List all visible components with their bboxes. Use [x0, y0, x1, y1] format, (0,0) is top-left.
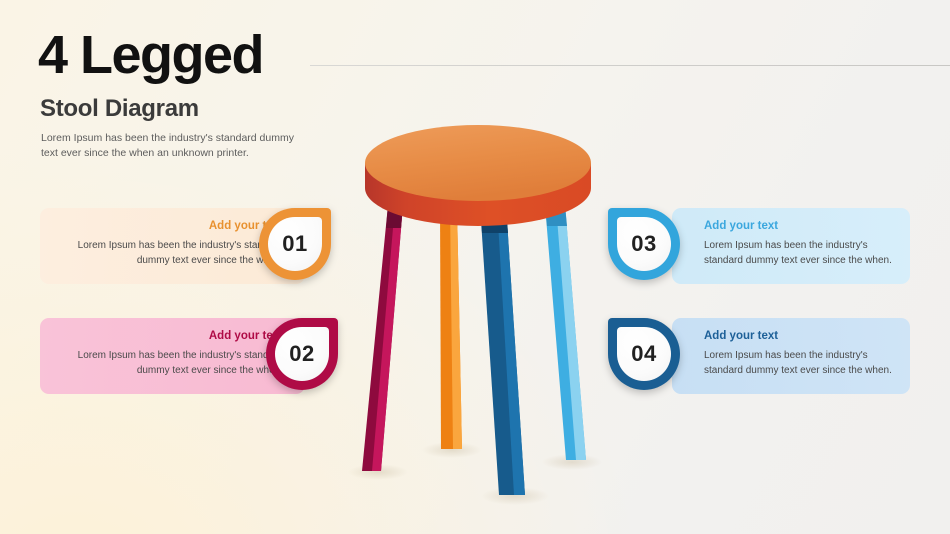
step-badge-03[interactable]: 03: [608, 208, 680, 280]
page-description: Lorem Ipsum has been the industry's stan…: [41, 132, 294, 159]
card-heading: Add your text: [704, 330, 779, 342]
card-heading: Add your text: [208, 330, 283, 342]
info-card-03[interactable]: Add your text Lorem Ipsum has been the i…: [672, 208, 910, 284]
step-badge-02[interactable]: 02: [266, 318, 338, 390]
badge-inner: 03: [617, 217, 671, 271]
page-title: 4 Legged: [38, 25, 265, 85]
badge-number: 01: [282, 231, 308, 256]
stool-seat: [365, 125, 591, 226]
badge-number: 03: [631, 231, 657, 256]
card-body: Lorem Ipsum has been the industry's stan…: [704, 350, 892, 376]
info-card-02[interactable]: Add your text Lorem Ipsum has been the i…: [40, 318, 305, 394]
card-heading: Add your text: [704, 220, 779, 232]
card-heading: Add your text: [208, 220, 283, 232]
card-body: Lorem Ipsum has been the industry's stan…: [77, 350, 283, 376]
card-body: Lorem Ipsum has been the industry's stan…: [77, 240, 283, 266]
step-badge-01[interactable]: 01: [259, 208, 331, 280]
badge-inner: 02: [275, 327, 329, 381]
card-body: Lorem Ipsum has been the industry's stan…: [704, 240, 892, 266]
page-subtitle: Stool Diagram: [40, 95, 199, 122]
badge-number: 04: [631, 341, 657, 366]
leg-crimson: [362, 205, 403, 471]
leg-navy: [480, 205, 525, 495]
info-card-04[interactable]: Add your text Lorem Ipsum has been the i…: [672, 318, 910, 394]
leg-shadow: [422, 442, 482, 458]
step-badge-04[interactable]: 04: [608, 318, 680, 390]
leg-orange: [440, 205, 462, 449]
leg-shadow: [542, 454, 602, 470]
leg-skyblue: [545, 205, 586, 460]
header-divider: [310, 65, 950, 66]
badge-inner: 04: [617, 327, 671, 381]
badge-number: 02: [289, 341, 315, 366]
leg-shadow: [481, 487, 549, 505]
badge-inner: 01: [268, 217, 322, 271]
